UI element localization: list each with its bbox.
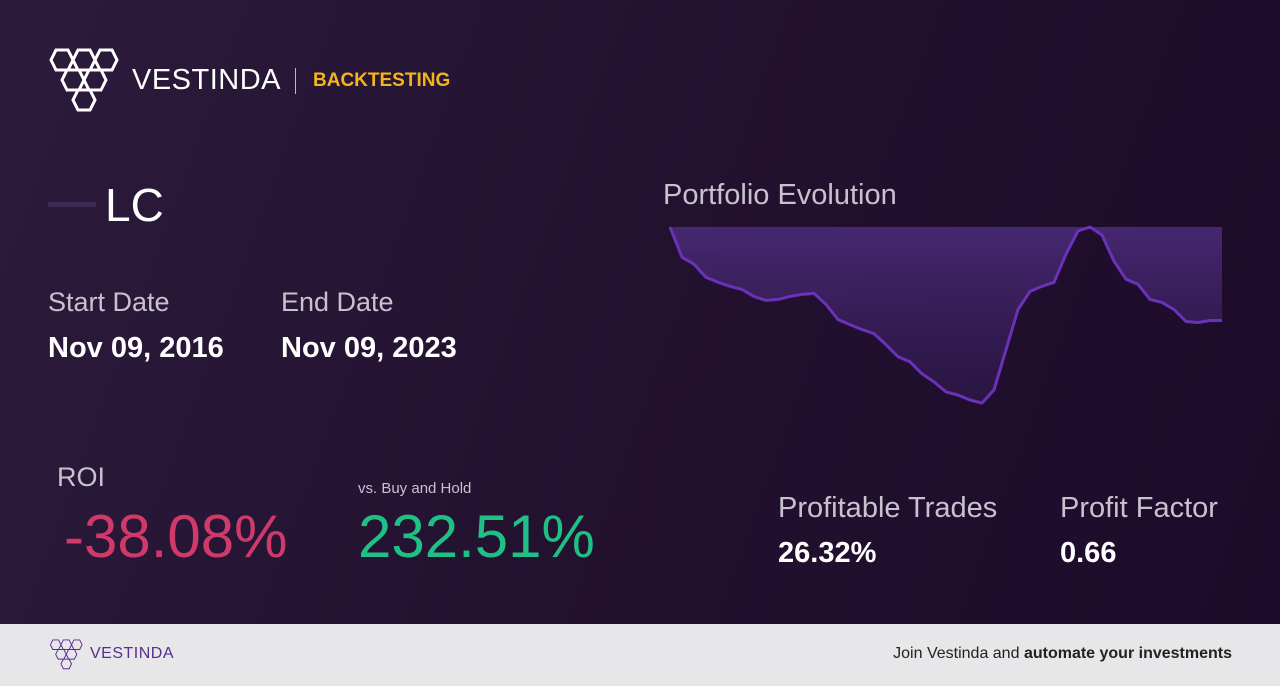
start-date: Nov 09, 2016 bbox=[48, 332, 224, 364]
cta-bold: automate your investments bbox=[1023, 645, 1232, 662]
trades-label: Profitable Trades bbox=[778, 492, 998, 524]
factor-value: 0.66 bbox=[1060, 537, 1117, 569]
footer bbox=[0, 624, 1280, 686]
footer-brand: VESTINDA bbox=[90, 645, 175, 662]
trades-value: 26.32% bbox=[778, 537, 877, 569]
start-label: Start Date bbox=[48, 287, 170, 317]
ticker: LC bbox=[105, 179, 164, 231]
portfolio-chart bbox=[668, 225, 1222, 405]
ticker-icon bbox=[48, 202, 96, 207]
section-label: BACKTESTING bbox=[313, 70, 451, 91]
separator bbox=[295, 68, 296, 94]
end-date: Nov 09, 2023 bbox=[281, 332, 457, 364]
roi-label: ROI bbox=[57, 462, 106, 492]
cta-prefix: Join Vestinda and bbox=[893, 645, 1020, 662]
compare-label: vs. Buy and Hold bbox=[358, 480, 472, 497]
factor-label: Profit Factor bbox=[1060, 492, 1218, 524]
chart-title: Portfolio Evolution bbox=[663, 179, 897, 211]
compare-value: 232.51% bbox=[358, 503, 595, 570]
call-to-action: Join Vestinda and automate your investme… bbox=[893, 645, 1232, 663]
portfolio-area bbox=[670, 227, 1222, 403]
logo bbox=[49, 48, 119, 112]
brand: VESTINDA bbox=[132, 64, 282, 96]
portfolio-line bbox=[668, 225, 1222, 405]
footer-logo bbox=[49, 639, 83, 670]
card: VESTINDA BACKTESTING LC Start Date Nov 0… bbox=[0, 0, 1280, 624]
roi-value: -38.08% bbox=[64, 503, 288, 570]
end-label: End Date bbox=[281, 287, 394, 317]
